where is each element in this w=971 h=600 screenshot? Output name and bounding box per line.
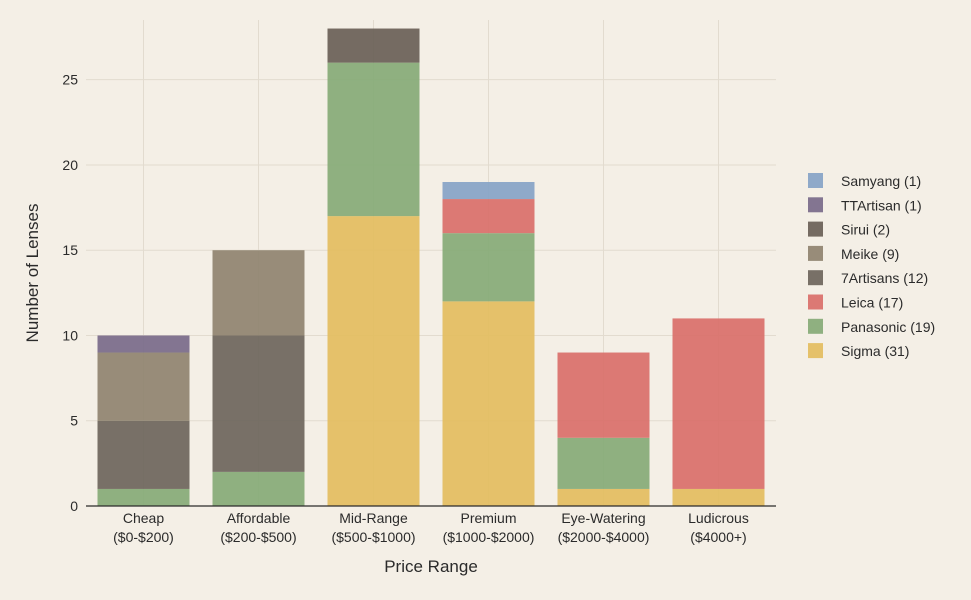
x-tick-label: Cheap ($0-$200): [113, 510, 174, 545]
x-tick-label-line: ($4000+): [690, 529, 746, 545]
bar-7artisans: [97, 420, 190, 489]
bar-leica: [557, 352, 650, 438]
x-tick-label: Ludicrous ($4000+): [688, 510, 749, 545]
bar-meike: [212, 250, 305, 336]
x-tick-label-line: ($0-$200): [113, 529, 174, 545]
x-tick-label-line: Ludicrous: [688, 510, 749, 526]
x-tick-label-line: ($1000-$2000): [443, 529, 535, 545]
legend-swatch-panasonic: [808, 318, 823, 334]
x-tick-label-line: ($500-$1000): [331, 529, 415, 545]
y-tick-label: 10: [62, 327, 78, 343]
bar-sigma: [557, 488, 650, 506]
bar-leica: [442, 199, 535, 234]
bar-sigma: [442, 301, 535, 506]
x-tick-label: Premium ($1000-$2000): [443, 510, 535, 545]
bar-samyang: [442, 182, 535, 200]
legend-swatch-sigma: [808, 343, 823, 359]
bar-meike: [97, 352, 190, 421]
y-tick-label: 5: [70, 413, 78, 429]
x-tick-label-line: ($200-$500): [220, 529, 296, 545]
y-tick-label: 25: [62, 72, 78, 88]
legend-label-meike: Meike (9): [841, 246, 899, 262]
x-tick-label-line: Mid-Range: [339, 510, 408, 526]
x-tick-label-line: Cheap: [123, 510, 164, 526]
x-tick-label: Affordable ($200-$500): [220, 510, 296, 545]
y-tick-label: 15: [62, 242, 78, 258]
y-tick-label: 20: [62, 157, 78, 173]
legend-swatch-meike: [808, 245, 823, 261]
x-tick-label: Eye-Watering ($2000-$4000): [558, 510, 650, 545]
legend-label-panasonic: Panasonic (19): [841, 319, 935, 335]
y-tick-label: 0: [70, 498, 78, 514]
legend-label-leica: Leica (17): [841, 295, 903, 311]
x-tick-label-line: Affordable: [227, 510, 291, 526]
legend-label-samyang: Samyang (1): [841, 173, 921, 189]
legend-swatch-ttartisan: [808, 197, 823, 213]
legend-swatch-samyang: [808, 173, 823, 188]
legend-label-sigma: Sigma (31): [841, 343, 909, 359]
x-axis-title: Price Range: [384, 557, 478, 576]
y-axis-title: Number of Lenses: [23, 204, 42, 343]
legend-swatch-7artisans: [808, 270, 823, 286]
bar-sigma: [672, 488, 765, 506]
x-tick-label-line: Premium: [460, 510, 516, 526]
legend-label-ttartisan: TTArtisan (1): [841, 197, 922, 213]
x-tick-label-line: Eye-Watering: [561, 510, 645, 526]
bar-panasonic: [327, 62, 420, 217]
bar-panasonic: [97, 488, 190, 506]
legend-label-sirui: Sirui (2): [841, 222, 890, 238]
bar-sirui: [327, 28, 420, 63]
bar-sigma: [327, 216, 420, 506]
legend-label-7artisans: 7Artisans (12): [841, 270, 928, 286]
bar-leica: [672, 318, 765, 489]
bar-panasonic: [557, 437, 650, 489]
x-tick-label-line: ($2000-$4000): [558, 529, 650, 545]
bar-panasonic: [442, 233, 535, 302]
bar-7artisans: [212, 335, 305, 472]
bar-panasonic: [212, 471, 305, 506]
legend-swatch-leica: [808, 294, 823, 310]
bar-ttartisan: [97, 335, 190, 353]
x-tick-label: Mid-Range ($500-$1000): [331, 510, 415, 545]
legend-swatch-sirui: [808, 221, 823, 237]
